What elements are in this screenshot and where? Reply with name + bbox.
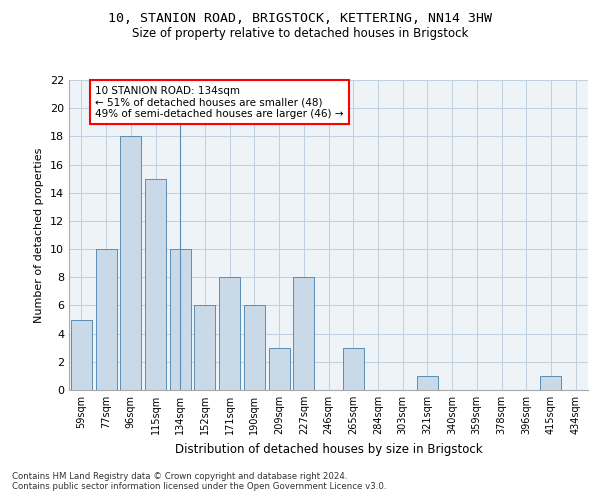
X-axis label: Distribution of detached houses by size in Brigstock: Distribution of detached houses by size … [175, 442, 482, 456]
Text: 10 STANION ROAD: 134sqm
← 51% of detached houses are smaller (48)
49% of semi-de: 10 STANION ROAD: 134sqm ← 51% of detache… [95, 86, 343, 119]
Bar [269, 348, 290, 390]
Text: Size of property relative to detached houses in Brigstock: Size of property relative to detached ho… [132, 28, 468, 40]
Bar [343, 348, 364, 390]
Bar [541, 376, 562, 390]
Bar [120, 136, 141, 390]
Bar [145, 178, 166, 390]
Bar [219, 278, 240, 390]
Bar [170, 249, 191, 390]
Text: 10, STANION ROAD, BRIGSTOCK, KETTERING, NN14 3HW: 10, STANION ROAD, BRIGSTOCK, KETTERING, … [108, 12, 492, 26]
Text: Contains HM Land Registry data © Crown copyright and database right 2024.: Contains HM Land Registry data © Crown c… [12, 472, 347, 481]
Bar [244, 306, 265, 390]
Bar [95, 249, 116, 390]
Bar [293, 278, 314, 390]
Text: Contains public sector information licensed under the Open Government Licence v3: Contains public sector information licen… [12, 482, 386, 491]
Y-axis label: Number of detached properties: Number of detached properties [34, 148, 44, 322]
Bar [71, 320, 92, 390]
Bar [194, 306, 215, 390]
Bar [417, 376, 438, 390]
